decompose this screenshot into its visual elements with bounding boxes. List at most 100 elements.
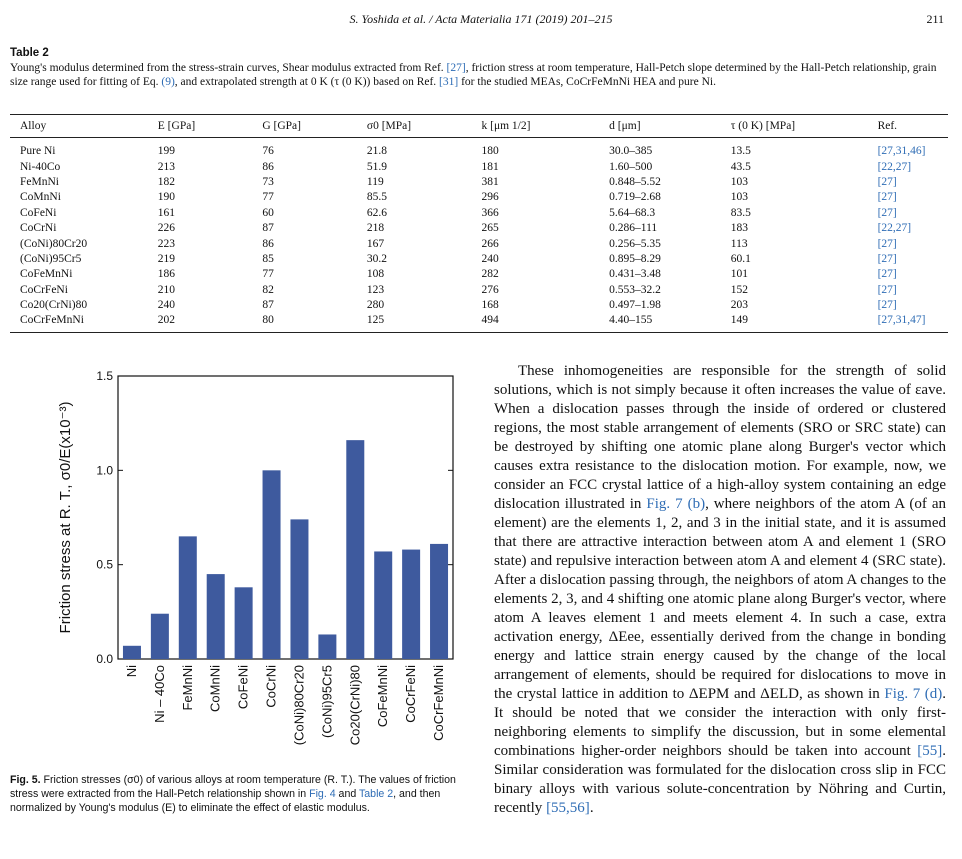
- ref-link[interactable]: [55,56]: [546, 800, 590, 816]
- table-cell: 83.5: [730, 206, 751, 219]
- table-caption: Table 2 Young's modulus determined from …: [10, 46, 948, 90]
- table-ref-cell[interactable]: [22,27]: [877, 222, 912, 235]
- table-cell: 494: [481, 313, 610, 333]
- table-cell: CoCrFeMnNi: [10, 313, 158, 333]
- table-cell: 60.1: [730, 252, 751, 265]
- bar: [206, 574, 225, 659]
- table-cell: Co20(CrNi)80: [20, 299, 88, 312]
- table-cell: 125: [366, 313, 482, 333]
- x-tick-label: CoFeNi: [236, 665, 251, 709]
- table-ref-cell[interactable]: [27]: [877, 268, 897, 281]
- table-cell: 87: [262, 222, 274, 235]
- figure-link[interactable]: Fig. 4: [309, 788, 336, 800]
- table-row: Ni-40Co 213 86 51.9 181 1.60–500 43.5 [22,27]: [10, 159, 948, 174]
- ref-link[interactable]: [27]: [446, 61, 466, 74]
- ref-link[interactable]: [55]: [917, 743, 943, 759]
- table-cell: 161: [157, 206, 176, 219]
- table-cell: 149: [730, 313, 878, 333]
- bar: [122, 645, 141, 659]
- bar: [234, 587, 253, 659]
- table-cell: (CoNi)95Cr5: [20, 252, 82, 265]
- table-row: Co20(CrNi)80 240 87 280 168 0.497–1.98 203 [27]: [10, 298, 948, 313]
- caption-text: Young's modulus determined from the stre…: [10, 61, 447, 74]
- x-tick-label: CoFeMnNi: [375, 665, 390, 727]
- eq-link[interactable]: (9): [161, 76, 175, 88]
- table-cell: 82: [262, 283, 274, 296]
- table-cell: 186: [157, 268, 176, 281]
- y-axis-label: Friction stress at R. T., σ0/E(x10⁻³): [57, 402, 74, 634]
- table-cell: 0.848–5.52: [609, 175, 661, 188]
- figure-label: Fig. 5.: [10, 774, 41, 786]
- table-ref-cell[interactable]: [27]: [877, 283, 897, 296]
- table-cell: 86: [262, 160, 274, 173]
- table-cell: 60: [262, 206, 274, 219]
- table-row: (CoNi)95Cr5 219 85 30.2 240 0.895–8.29 60.1 [27…: [10, 252, 948, 267]
- figure-link[interactable]: Fig. 7 (d): [884, 686, 943, 702]
- ref-link[interactable]: [31]: [439, 76, 459, 88]
- table-body: Pure Ni 199 76 21.8 180 30.0–385 13.5 [27,31,46…: [10, 138, 948, 333]
- table-cell: 13.5: [730, 145, 751, 158]
- column-header: E [GPa]: [157, 114, 263, 138]
- table-cell: CoCrFeNi: [20, 283, 68, 296]
- y-tick-label: 1.0: [96, 463, 113, 477]
- table-cell: 51.9: [366, 160, 387, 173]
- body-paragraph: These inhomogeneities are responsible fo…: [494, 362, 946, 818]
- x-tick-label: FeMnNi: [180, 665, 195, 711]
- table-cell: 240: [481, 252, 499, 265]
- caption-text: Friction stresses (σ0) of various alloys…: [10, 774, 456, 800]
- table-cell: 87: [262, 299, 274, 312]
- table-cell: 296: [481, 191, 499, 204]
- table-cell: 0.719–2.68: [609, 191, 661, 204]
- y-tick-label: 1.5: [96, 369, 113, 383]
- x-tick-label: (CoNi)80Cr20: [291, 665, 306, 745]
- bar: [346, 440, 365, 659]
- table-cell: 86: [262, 237, 274, 250]
- column-header: Alloy: [10, 114, 158, 138]
- table-cell: 276: [481, 283, 499, 296]
- table-ref-cell[interactable]: [27]: [877, 175, 897, 188]
- table-ref-cell[interactable]: [27]: [877, 237, 897, 250]
- paragraph-text: These inhomogeneities are responsible fo…: [494, 363, 946, 512]
- table-ref-cell[interactable]: [27]: [877, 206, 897, 219]
- table-ref-cell[interactable]: [27]: [877, 191, 897, 204]
- caption-text: , friction stress at room temperature, H…: [10, 61, 937, 89]
- table-cell: 168: [481, 299, 499, 312]
- figure-link[interactable]: Fig. 7 (b): [646, 496, 706, 512]
- table-cell: 152: [730, 283, 749, 296]
- table-link[interactable]: Table 2: [358, 788, 394, 800]
- table-cell: 190: [157, 191, 176, 204]
- table-cell: 0.286–111: [609, 222, 658, 235]
- table-ref-cell[interactable]: [27]: [877, 252, 897, 265]
- table-cell: 0.431–3.48: [609, 268, 661, 281]
- table-ref-cell[interactable]: [27]: [877, 299, 897, 312]
- caption-text: , and then normalized by Young's modulus…: [10, 788, 441, 814]
- paragraph-text: . Similar consideration was formulated f…: [494, 743, 946, 816]
- table-cell: 226: [157, 222, 176, 235]
- x-tick-label: CoMnNi: [208, 665, 223, 712]
- table-cell: 210: [157, 283, 176, 296]
- x-tick-label: Co20(CrNi)80: [347, 665, 362, 745]
- table-row: CoFeNi 161 60 62.6 366 5.64–68.3 83.5 [27]: [10, 206, 948, 221]
- table-row: (CoNi)80Cr20 223 86 167 266 0.256–5.35 113 [27]: [10, 236, 948, 251]
- column-header: d [μm]: [609, 114, 731, 138]
- table-cell: 108: [366, 268, 385, 281]
- caption-text: for the studied MEAs, CoCrFeMnNi HEA and…: [458, 76, 716, 88]
- table-cell: 43.5: [730, 160, 751, 173]
- caption-text: , and extrapolated strength at 0 K (τ (0…: [174, 76, 440, 88]
- x-tick-label: CoCrNi: [264, 665, 279, 708]
- table-cell: Pure Ni: [20, 145, 56, 158]
- bar: [150, 613, 169, 659]
- table-cell: 76: [262, 145, 274, 158]
- table-ref-cell[interactable]: [27,31,47]: [877, 313, 948, 333]
- table-cell: 266: [481, 237, 499, 250]
- paragraph-text: , where neighbors of the atom A (of an e…: [494, 496, 946, 702]
- x-tick-label: CoCrFeMnNi: [431, 665, 446, 741]
- table-ref-cell[interactable]: [27,31,46]: [877, 145, 926, 158]
- table-row: CoFeMnNi 186 77 108 282 0.431–3.48 101 [27]: [10, 267, 948, 282]
- table-cell: 1.60–500: [609, 160, 653, 173]
- table-row: CoCrFeMnNi 202 80 125 494 4.40–155 149 [27,31,4…: [10, 313, 948, 333]
- figure-caption: Fig. 5. Friction stresses (σ0) of variou…: [10, 773, 466, 815]
- paragraph-text: .: [589, 800, 594, 816]
- table-cell: Ni-40Co: [20, 160, 61, 173]
- table-ref-cell[interactable]: [22,27]: [877, 160, 912, 173]
